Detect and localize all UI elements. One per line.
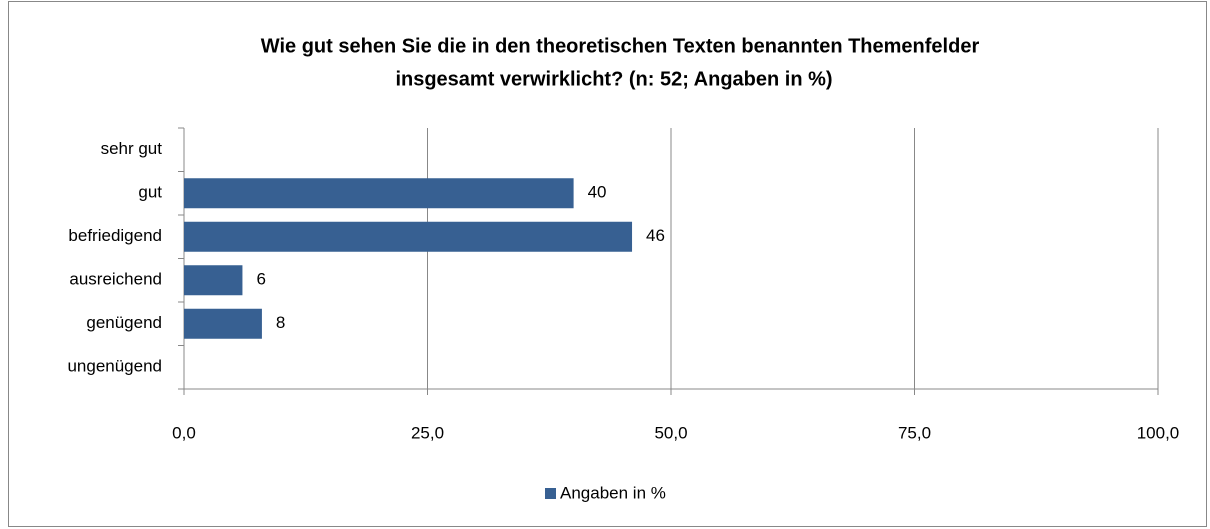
legend-swatch [545,488,556,499]
chart-border [8,1,1207,527]
y-tick-label: befriedigend [68,226,162,245]
bar [184,178,574,209]
y-tick-label: ausreichend [69,270,162,289]
y-tick-label: gut [138,183,162,202]
y-tick-label: ungenügend [67,357,162,376]
y-tick-label: sehr gut [101,139,163,158]
y-tick-label: genügend [86,313,162,332]
data-label: 8 [276,313,285,332]
data-label: 40 [588,183,607,202]
legend-label: Angaben in % [560,483,666,502]
bar [184,265,243,296]
x-tick-label: 25,0 [411,423,444,442]
bar [184,221,633,252]
x-tick-label: 0,0 [172,423,196,442]
x-tick-label: 50,0 [654,423,687,442]
chart-title: insgesamt verwirklicht? (n: 52; Angaben … [395,68,832,90]
chart-title: Wie gut sehen Sie die in den theoretisch… [261,35,980,57]
bar [184,308,262,339]
data-label: 46 [646,226,665,245]
x-tick-label: 75,0 [898,423,931,442]
x-tick-label: 100,0 [1137,423,1180,442]
data-label: 6 [256,270,265,289]
